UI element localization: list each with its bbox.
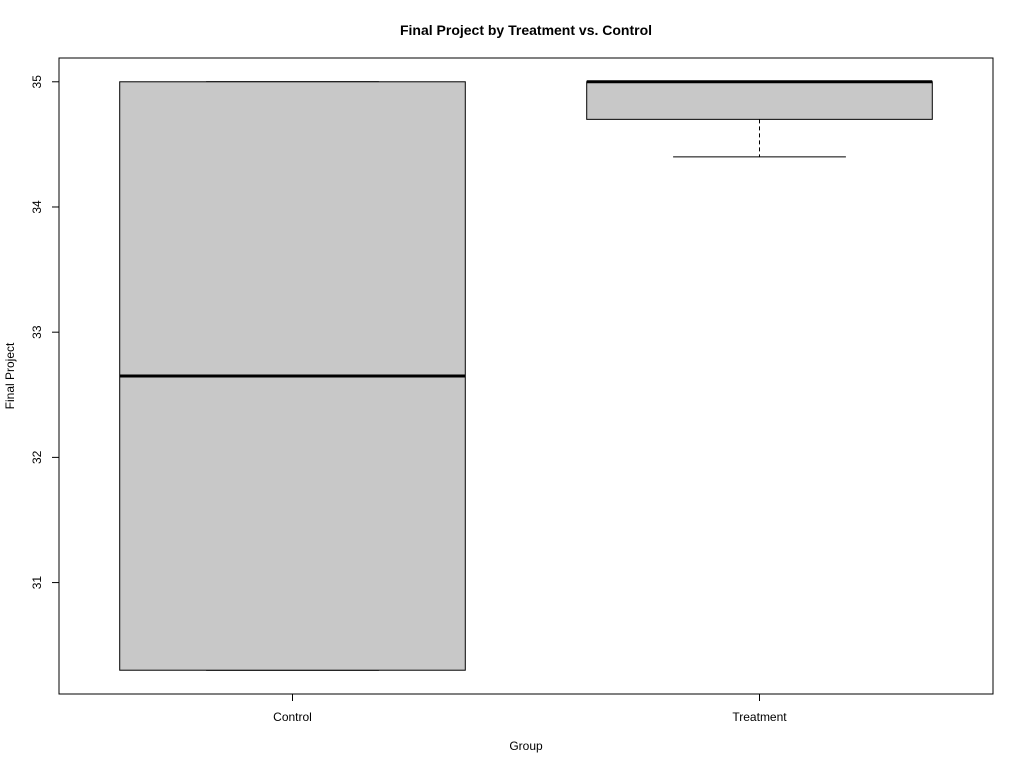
- chart-title: Final Project by Treatment vs. Control: [400, 22, 652, 38]
- box-treatment: [586, 80, 933, 158]
- iqr-box-treatment: [586, 81, 933, 120]
- x-tick-label-treatment: Treatment: [732, 710, 787, 724]
- x-axis-title: Group: [509, 739, 543, 753]
- y-tick-label-31: 31: [30, 576, 44, 590]
- x-axis: Control Treatment: [273, 693, 787, 724]
- boxes-layer: [119, 80, 933, 671]
- y-tick-label-34: 34: [30, 200, 44, 214]
- box-control: [119, 81, 466, 671]
- y-axis-title: Final Project: [3, 342, 17, 409]
- y-tick-label-33: 33: [30, 325, 44, 339]
- x-tick-label-control: Control: [273, 710, 312, 724]
- y-tick-label-35: 35: [30, 75, 44, 89]
- y-tick-label-32: 32: [30, 450, 44, 464]
- y-axis: 31 32 33 34 35: [30, 75, 60, 590]
